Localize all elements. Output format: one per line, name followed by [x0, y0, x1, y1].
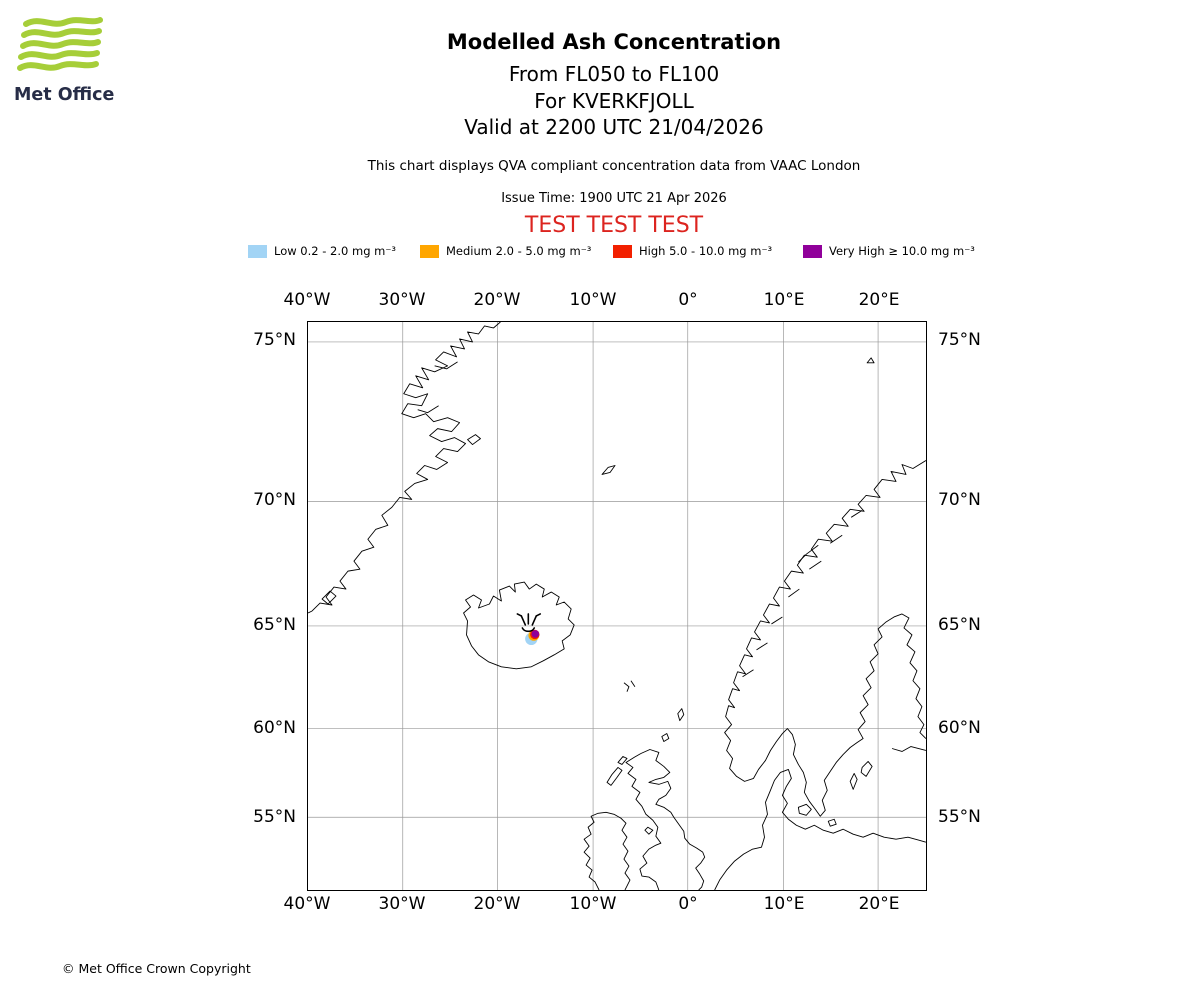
- legend-swatch-high-icon: [613, 244, 632, 258]
- x-axis-label-bottom-30w: 30°W: [378, 894, 426, 914]
- valid-time-subtitle: Valid at 2200 UTC 21/04/2026: [464, 115, 764, 139]
- x-axis-label-top-10e: 10°E: [763, 290, 805, 310]
- y-axis-label-left-60n: 60°N: [253, 718, 296, 738]
- met-office-logo: Met Office: [14, 16, 124, 105]
- logo-brand-text: Met Office: [14, 85, 115, 105]
- x-axis-label-top-20w: 20°W: [473, 290, 521, 310]
- x-axis-label-bottom-10e: 10°E: [763, 894, 805, 914]
- graticule-grid: [308, 322, 926, 890]
- x-axis-label-bottom-20w: 20°W: [473, 894, 521, 914]
- map-frame: [307, 321, 927, 891]
- coast-faroes: [623, 680, 636, 692]
- y-axis-label-left-75n: 75°N: [253, 330, 296, 350]
- legend-swatch-very-high-icon: [803, 244, 822, 258]
- y-axis-label-left-70n: 70°N: [253, 490, 296, 510]
- y-axis-label-right-75n: 75°N: [938, 330, 981, 350]
- flight-level-subtitle: From FL050 to FL100: [508, 62, 720, 86]
- y-axis-label-left-65n: 65°N: [253, 615, 296, 635]
- coast-great-britain: [640, 749, 706, 890]
- x-axis-label-bottom-20e: 20°E: [858, 894, 900, 914]
- x-axis-label-bottom-10w: 10°W: [569, 894, 617, 914]
- legend-item-high: High 5.0 - 10.0 mg m⁻³: [613, 244, 772, 258]
- test-banner: TEST TEST TEST: [524, 213, 704, 238]
- legend-item-low: Low 0.2 - 2.0 mg m⁻³: [248, 244, 396, 258]
- coast-orkney: [661, 733, 670, 742]
- x-axis-label-top-0: 0°: [678, 290, 698, 310]
- x-axis-label-bottom-40w: 40°W: [283, 894, 331, 914]
- map-svg: [308, 322, 926, 890]
- x-axis-label-top-40w: 40°W: [283, 290, 331, 310]
- coast-ireland: [583, 811, 631, 890]
- legend-item-very-high: Very High ≥ 10.0 mg m⁻³: [803, 244, 975, 258]
- coast-jan-mayen: [601, 465, 616, 475]
- chart-title: Modelled Ash Concentration: [446, 30, 782, 54]
- y-axis-label-right-60n: 60°N: [938, 718, 981, 738]
- legend-swatch-medium-icon: [420, 244, 439, 258]
- legend-swatch-low-icon: [248, 244, 267, 258]
- y-axis-label-left-55n: 55°N: [253, 807, 296, 827]
- volcano-subtitle: For KVERKFJOLL: [534, 89, 694, 113]
- qva-description: This chart displays QVA compliant concen…: [367, 158, 861, 174]
- y-axis-label-right-70n: 70°N: [938, 490, 981, 510]
- logo-waves-icon: [17, 17, 103, 71]
- coast-denmark: [714, 768, 926, 890]
- x-axis-label-bottom-0: 0°: [678, 894, 698, 914]
- ash-very-high-area: [531, 630, 540, 638]
- coast-scandinavia: [724, 460, 926, 817]
- coastlines: [308, 322, 926, 890]
- legend-item-medium: Medium 2.0 - 5.0 mg m⁻³: [420, 244, 591, 258]
- legend-label-medium: Medium 2.0 - 5.0 mg m⁻³: [446, 244, 592, 258]
- legend-label-high: High 5.0 - 10.0 mg m⁻³: [639, 244, 773, 258]
- volcano-icon: [516, 613, 542, 633]
- y-axis-label-right-65n: 65°N: [938, 615, 981, 635]
- issue-time: Issue Time: 1900 UTC 21 Apr 2026: [501, 191, 727, 206]
- coast-gotland: [860, 761, 873, 777]
- x-axis-label-top-20e: 20°E: [858, 290, 900, 310]
- x-axis-label-top-10w: 10°W: [569, 290, 617, 310]
- coast-greenland: [308, 322, 501, 614]
- coast-bear-island: [866, 357, 875, 364]
- x-axis-label-top-30w: 30°W: [378, 290, 426, 310]
- coast-iceland: [463, 581, 575, 670]
- legend-label-low: Low 0.2 - 2.0 mg m⁻³: [274, 244, 397, 258]
- y-axis-label-right-55n: 55°N: [938, 807, 981, 827]
- coast-shetland: [677, 708, 685, 722]
- copyright-text: © Met Office Crown Copyright: [62, 961, 251, 976]
- legend-label-very-high: Very High ≥ 10.0 mg m⁻³: [829, 244, 975, 258]
- ash-plume: [525, 629, 540, 646]
